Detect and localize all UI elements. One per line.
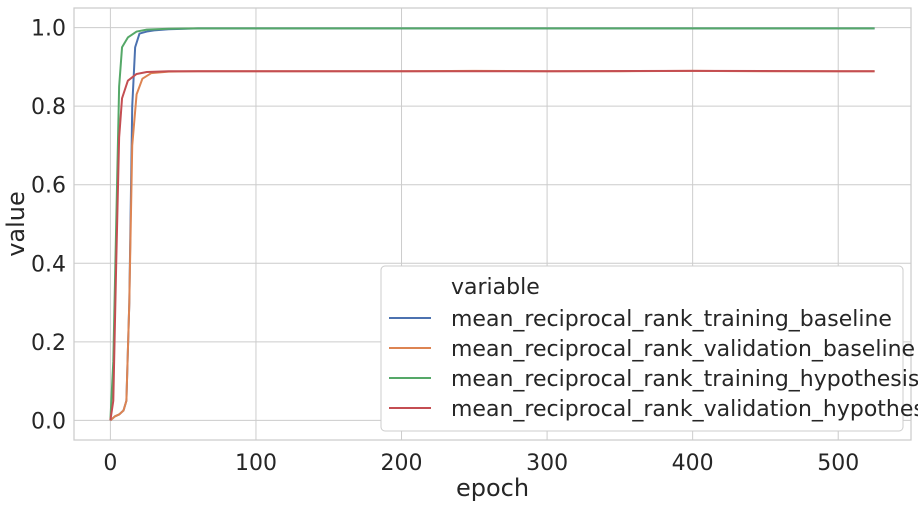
series-line-4	[109, 69, 875, 421]
series-line-3	[109, 27, 875, 421]
legend-title: variable	[451, 275, 540, 300]
x-tick-label: 100	[235, 451, 277, 476]
legend-entry-label: mean_reciprocal_rank_training_baseline	[451, 307, 892, 332]
x-tick-label: 300	[526, 451, 568, 476]
y-axis-label: value	[2, 191, 30, 257]
y-tick-label: 1.0	[31, 17, 66, 42]
legend-box	[380, 265, 904, 432]
x-axis-label: epoch	[456, 474, 529, 502]
y-tick-label: 0.0	[31, 409, 66, 434]
legend-entry-label: mean_reciprocal_rank_validation_baseline	[451, 337, 915, 362]
y-tick-labels: 0.0 0.2 0.4 0.6 0.8 1.0	[31, 17, 66, 435]
legend-items: mean_reciprocal_rank_training_baselineme…	[389, 307, 918, 422]
x-tick-label: 400	[672, 451, 714, 476]
x-tick-label: 200	[381, 451, 423, 476]
series-lines	[109, 27, 875, 422]
x-tick-labels: 0 100 200 300 400 500	[103, 451, 859, 476]
y-tick-label: 0.2	[31, 331, 66, 356]
y-tick-label: 0.8	[31, 95, 66, 120]
legend: variable mean_reciprocal_rank_training_b…	[380, 265, 918, 432]
x-tick-label: 500	[817, 451, 859, 476]
y-tick-label: 0.4	[31, 252, 66, 277]
legend-entry-label: mean_reciprocal_rank_training_hypothesis	[451, 367, 918, 392]
x-tick-label: 0	[103, 451, 117, 476]
y-tick-label: 0.6	[31, 174, 66, 199]
legend-entry-label: mean_reciprocal_rank_validation_hypothes…	[451, 397, 918, 422]
plot-frame	[73, 7, 912, 441]
